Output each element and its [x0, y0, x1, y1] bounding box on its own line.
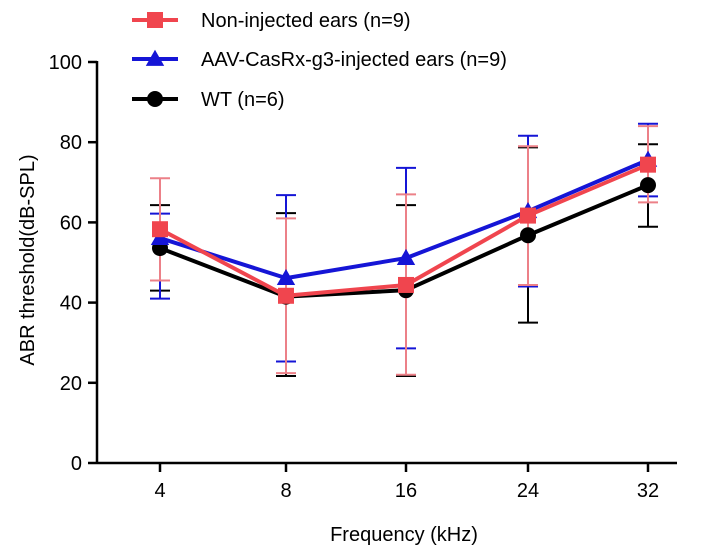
- legend-label: Non-injected ears (n=9): [201, 10, 411, 32]
- y-tick-label: 100: [49, 52, 82, 74]
- data-point-square: [640, 156, 656, 173]
- x-tick-label: 16: [395, 480, 417, 502]
- y-tick-label: 40: [60, 293, 82, 315]
- legend-item: WT (n=6): [132, 89, 285, 111]
- legend-label: WT (n=6): [201, 89, 285, 111]
- data-point-triangle: [276, 268, 296, 286]
- y-tick-label: 20: [60, 373, 82, 395]
- legend-marker: [145, 49, 165, 66]
- x-tick-label: 8: [280, 480, 291, 502]
- data-point-circle: [640, 177, 656, 194]
- legend-label: AAV-CasRx-g3-injected ears (n=9): [201, 49, 507, 71]
- data-point-triangle: [396, 248, 416, 265]
- error-bars-triangle: [150, 122, 658, 363]
- x-tick-label: 4: [154, 480, 165, 502]
- plot-area: [150, 122, 658, 377]
- data-point-square: [520, 207, 536, 224]
- x-ticks: 4 8 16 24 32: [154, 463, 659, 502]
- legend-item: AAV-CasRx-g3-injected ears (n=9): [132, 49, 507, 71]
- x-tick-label: 32: [637, 480, 659, 502]
- series-square: [152, 156, 656, 304]
- legend-marker: [147, 91, 163, 107]
- x-tick-label: 24: [517, 480, 539, 502]
- legend-marker: [147, 12, 163, 28]
- x-axis-title: Frequency (kHz): [330, 524, 478, 546]
- axes: 0 20 40 60 80 100 4 8 16 24 32: [49, 52, 677, 502]
- y-tick-label: 0: [71, 453, 82, 475]
- data-point-square: [278, 287, 294, 304]
- data-point-square: [152, 221, 168, 238]
- y-tick-label: 80: [60, 132, 82, 154]
- data-point-circle: [520, 227, 536, 244]
- y-tick-label: 60: [60, 212, 82, 234]
- legend-item: Non-injected ears (n=9): [132, 10, 411, 32]
- data-point-square: [398, 276, 414, 293]
- error-bars-square: [150, 125, 658, 376]
- y-axis-title: ABR threshold(dB-SPL): [17, 154, 39, 365]
- legend: Non-injected ears (n=9) AAV-CasRx-g3-inje…: [132, 10, 507, 111]
- y-ticks: 0 20 40 60 80 100: [49, 52, 97, 475]
